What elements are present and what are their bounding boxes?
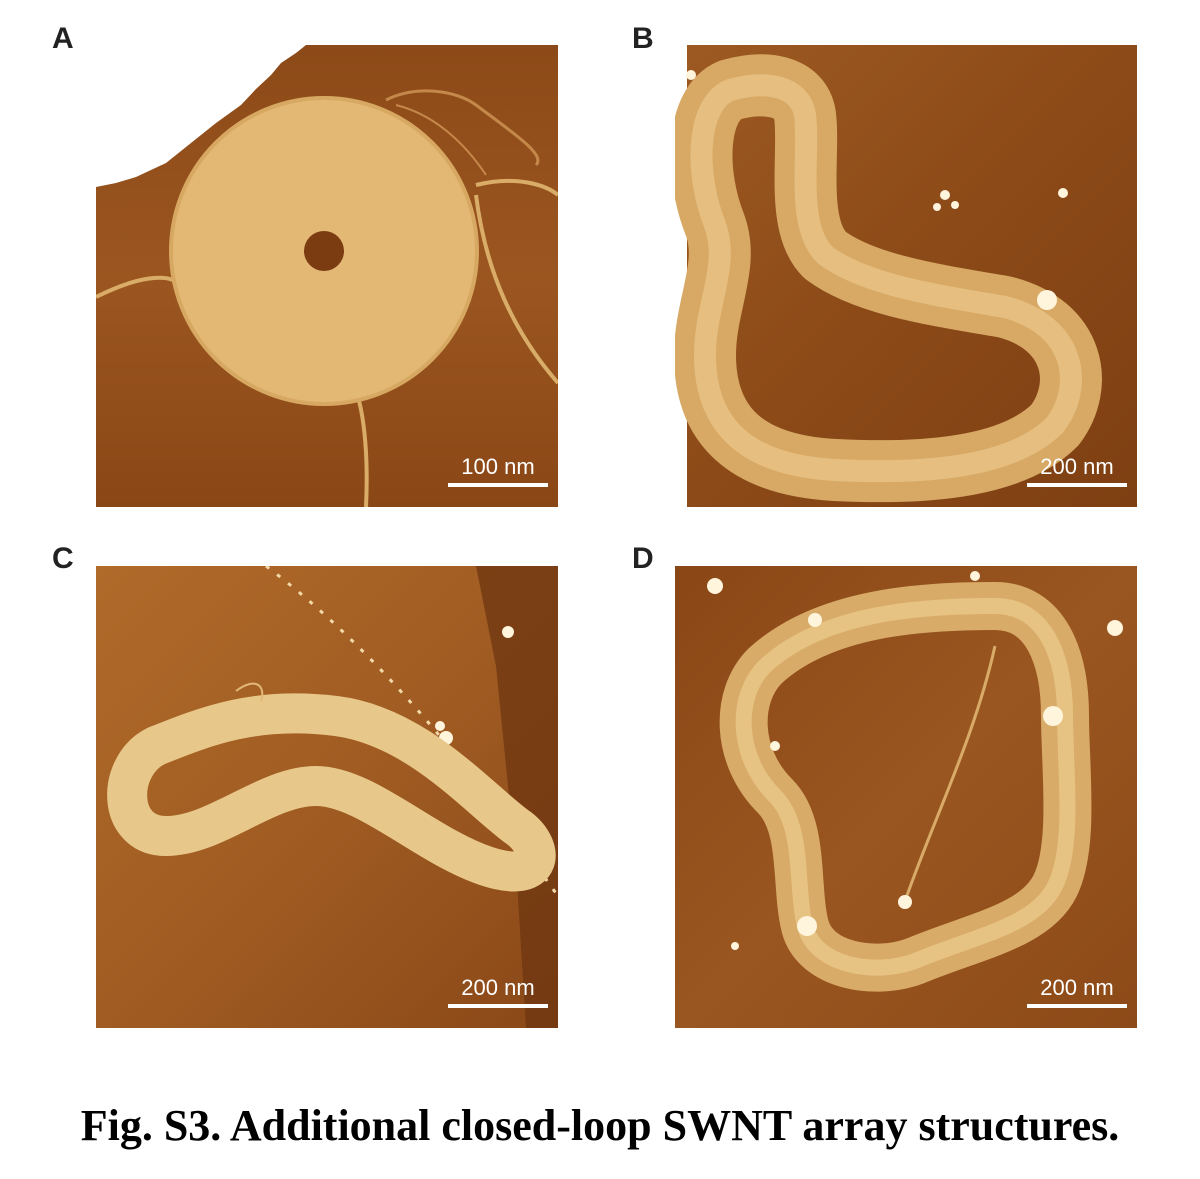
scale-bar-a: 100 nm (448, 455, 548, 487)
scale-bar-c: 200 nm (448, 976, 548, 1008)
panel-label-b: B (632, 22, 654, 55)
afm-image-d: 200 nm (675, 566, 1137, 1028)
afm-image-b-graphic (675, 45, 1137, 507)
figure-caption: Fig. S3. Additional closed-loop SWNT arr… (80, 1101, 1120, 1150)
afm-image-b: 200 nm (675, 45, 1137, 507)
panel-label-d: D (632, 542, 654, 575)
afm-image-c: 200 nm (96, 566, 558, 1028)
afm-image-a: 100 nm (96, 45, 558, 507)
panel-label-a: A (52, 22, 74, 55)
scale-bar-a-line (448, 483, 548, 487)
afm-image-c-graphic (96, 566, 558, 1028)
scale-bar-b-text: 200 nm (1040, 454, 1114, 479)
scale-bar-d: 200 nm (1027, 976, 1127, 1008)
afm-image-a-graphic (96, 45, 558, 507)
scale-bar-c-text: 200 nm (461, 975, 535, 1000)
afm-image-d-graphic (675, 566, 1137, 1028)
scale-bar-a-text: 100 nm (461, 454, 535, 479)
scale-bar-b: 200 nm (1027, 455, 1127, 487)
scale-bar-d-line (1027, 1004, 1127, 1008)
panel-label-c: C (52, 542, 74, 575)
scale-bar-c-line (448, 1004, 548, 1008)
scale-bar-b-line (1027, 483, 1127, 487)
scale-bar-d-text: 200 nm (1040, 975, 1114, 1000)
